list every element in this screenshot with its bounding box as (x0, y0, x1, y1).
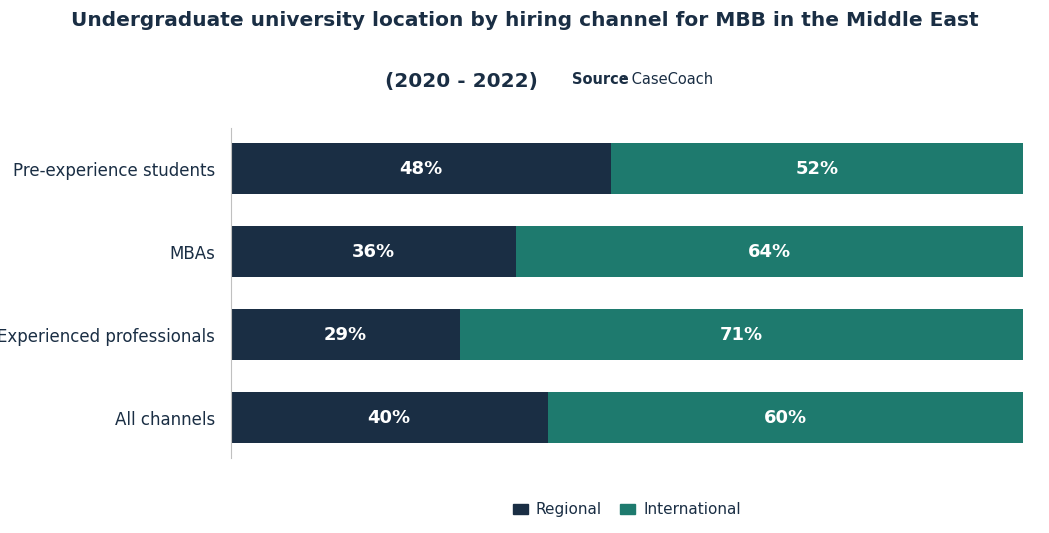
Text: 64%: 64% (748, 243, 791, 261)
Bar (516, 226, 1023, 277)
Text: 40%: 40% (367, 409, 411, 426)
Text: : CaseCoach: : CaseCoach (622, 72, 713, 87)
Text: 52%: 52% (795, 160, 838, 177)
Text: 60%: 60% (764, 409, 807, 426)
Text: 71%: 71% (720, 326, 764, 344)
Bar (548, 392, 1023, 443)
Text: Undergraduate university location by hiring channel for MBB in the Middle East: Undergraduate university location by hir… (70, 11, 979, 30)
Text: 36%: 36% (351, 243, 394, 261)
Bar (231, 143, 611, 195)
Bar (231, 392, 548, 443)
Text: (2020 - 2022): (2020 - 2022) (385, 72, 538, 91)
Bar (461, 309, 1023, 360)
Bar (231, 226, 516, 277)
Bar (611, 143, 1023, 195)
Text: 48%: 48% (400, 160, 443, 177)
Bar (231, 309, 461, 360)
Text: Source: Source (572, 72, 628, 87)
Text: 29%: 29% (324, 326, 367, 344)
Legend: Regional, International: Regional, International (507, 496, 747, 523)
